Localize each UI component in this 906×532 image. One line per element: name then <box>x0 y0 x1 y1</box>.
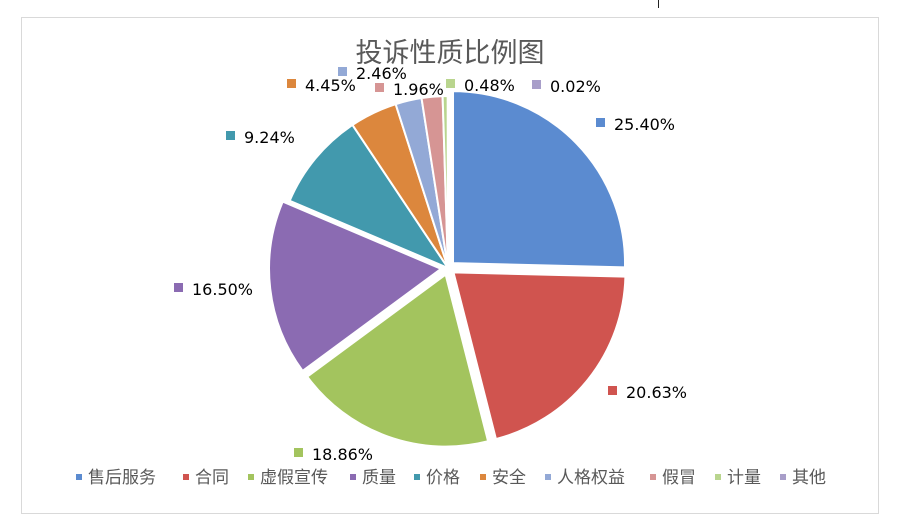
data-label-marker <box>375 83 384 92</box>
legend-swatch <box>780 474 786 480</box>
data-label-marker <box>174 283 183 292</box>
legend-entry: 质量 <box>362 468 396 488</box>
data-labels: 25.40% 20.63% 18.86% 16.50% 9.24% 4.45%2.46%1… <box>174 64 687 464</box>
data-label: 20.63% <box>626 383 687 402</box>
legend-swatch <box>715 474 721 480</box>
data-label-marker <box>446 79 455 88</box>
legend: 售后服务 合同 虚假宣传 质量 价格 安全 人格权益 假冒 计量 其他 <box>76 468 826 488</box>
data-label: 25.40% <box>614 115 675 134</box>
legend-entry: 假冒 <box>662 468 696 488</box>
data-label: 4.45% <box>305 76 356 95</box>
data-label: 1.96% <box>393 80 444 99</box>
data-label-marker <box>596 118 605 127</box>
data-label: 2.46% <box>356 64 407 83</box>
data-label-marker <box>338 67 347 76</box>
legend-swatch <box>248 474 254 480</box>
data-label-marker <box>294 448 303 457</box>
data-label-marker <box>287 79 296 88</box>
data-label: 9.24% <box>244 128 295 147</box>
data-label: 18.86% <box>312 445 373 464</box>
legend-swatch <box>650 474 656 480</box>
legend-swatch <box>545 474 551 480</box>
pie-slices <box>268 90 627 448</box>
data-label-marker <box>532 80 541 89</box>
legend-entry: 其他 <box>792 468 826 488</box>
text-cursor-mark <box>658 0 659 8</box>
legend-swatch <box>414 474 420 480</box>
legend-entry: 安全 <box>492 468 526 488</box>
pie-slice-合同 <box>452 271 627 441</box>
legend-swatch <box>183 474 189 480</box>
data-label: 0.48% <box>464 76 515 95</box>
chart-title: 投诉性质比例图 <box>356 38 545 69</box>
pie-slice-虚假宣传 <box>305 272 490 448</box>
legend-entry: 价格 <box>426 468 460 488</box>
pie-slice-售后服务 <box>452 90 626 269</box>
legend-entry: 虚假宣传 <box>260 468 328 488</box>
data-label-marker <box>226 131 235 140</box>
data-label: 0.02% <box>550 77 601 96</box>
legend-entry: 人格权益 <box>557 468 625 488</box>
pie-slice-价格 <box>288 123 451 271</box>
pie-slice-质量 <box>268 200 444 373</box>
legend-swatch <box>76 474 82 480</box>
legend-swatch <box>350 474 356 480</box>
legend-entry: 售后服务 <box>88 468 156 488</box>
data-label-marker <box>608 386 617 395</box>
legend-swatch <box>480 474 486 480</box>
data-label: 16.50% <box>192 280 253 299</box>
legend-entry: 合同 <box>195 468 229 488</box>
legend-entry: 计量 <box>727 468 761 488</box>
